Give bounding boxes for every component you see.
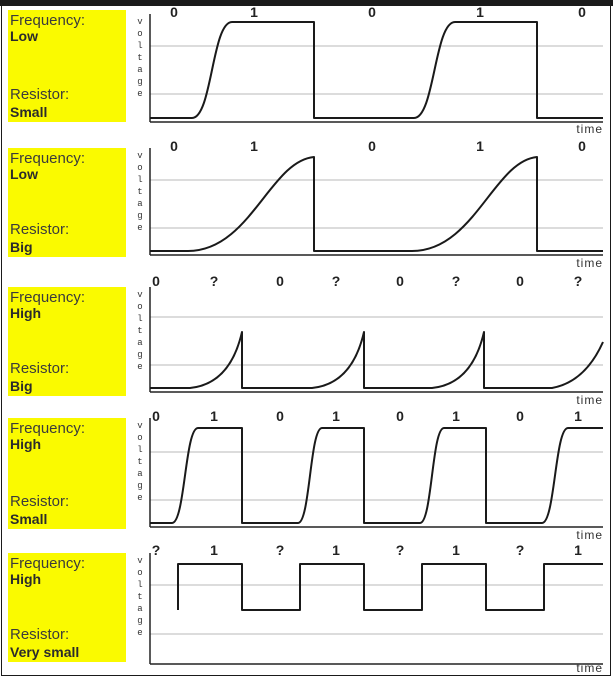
bit-label: 0 [276, 408, 284, 424]
voltage-waveform [150, 21, 603, 119]
frequency-label: Frequency: [10, 555, 86, 572]
voltage-waveform [150, 156, 603, 252]
bit-label: 1 [210, 408, 218, 424]
bit-label: 1 [332, 542, 340, 558]
bit-label: ? [515, 542, 525, 558]
bit-label: 0 [396, 408, 404, 424]
frequency-value: Low [10, 28, 38, 44]
voltage-waveform [177, 563, 603, 611]
bit-label: 0 [152, 408, 160, 424]
bit-label: 1 [574, 542, 582, 558]
bit-label: ? [451, 273, 461, 289]
resistor-label: Resistor: [10, 626, 70, 643]
frequency-label: Frequency: [10, 12, 86, 29]
resistor-label: Resistor: [10, 86, 70, 103]
bit-label: 0 [396, 273, 404, 289]
bit-label: 0 [578, 4, 586, 20]
bit-label: 1 [452, 542, 460, 558]
voltage-waveform [150, 427, 603, 524]
bit-label: 0 [170, 138, 178, 154]
bit-label: 0 [276, 273, 284, 289]
voltage-waveform [150, 331, 604, 389]
frequency-value: High [10, 305, 42, 321]
x-axis-label: time [576, 122, 603, 136]
resistor-label: Resistor: [10, 493, 70, 510]
bit-label: ? [395, 542, 405, 558]
frequency-label: Frequency: [10, 289, 86, 306]
parameter-label-box: Frequency: High Resistor: Very small [8, 553, 126, 662]
x-axis-label: time [576, 393, 603, 407]
frequency-value: High [10, 436, 42, 452]
top-bar [0, 0, 613, 6]
frequency-value: High [10, 571, 42, 587]
x-axis-label: time [576, 256, 603, 270]
parameter-label-box: Frequency: High Resistor: Small [8, 418, 126, 529]
x-axis-label: time [576, 528, 603, 542]
parameter-label-box: Frequency: Low Resistor: Small [8, 10, 126, 122]
resistor-label: Resistor: [10, 360, 70, 377]
bit-label: 0 [516, 408, 524, 424]
bit-label: 1 [452, 408, 460, 424]
frequency-value: Low [10, 166, 38, 182]
bit-label: 1 [476, 138, 484, 154]
bit-label: 0 [170, 4, 178, 20]
bit-label: ? [151, 542, 161, 558]
bit-label: 0 [368, 138, 376, 154]
bit-label: 1 [332, 408, 340, 424]
resistor-label: Resistor: [10, 221, 70, 238]
bit-label: ? [275, 542, 285, 558]
bit-label: 1 [250, 4, 258, 20]
parameter-label-box: Frequency: High Resistor: Big [8, 287, 126, 396]
bit-label: 0 [152, 273, 160, 289]
resistor-value: Big [10, 378, 33, 394]
bit-label: 1 [574, 408, 582, 424]
bit-label: 0 [516, 273, 524, 289]
bit-label: 0 [368, 4, 376, 20]
bit-label: ? [331, 273, 341, 289]
bit-label: ? [573, 273, 583, 289]
bit-label: 1 [476, 4, 484, 20]
bit-label: 1 [250, 138, 258, 154]
parameter-label-box: Frequency: Low Resistor: Big [8, 148, 126, 257]
resistor-value: Small [10, 511, 48, 527]
x-axis-label: time [576, 661, 603, 675]
bit-label: 0 [578, 138, 586, 154]
bit-label: ? [209, 273, 219, 289]
resistor-value: Big [10, 239, 33, 255]
bit-label: 1 [210, 542, 218, 558]
frequency-label: Frequency: [10, 150, 86, 167]
resistor-value: Very small [10, 644, 80, 660]
resistor-value: Small [10, 104, 48, 120]
frequency-label: Frequency: [10, 420, 86, 437]
